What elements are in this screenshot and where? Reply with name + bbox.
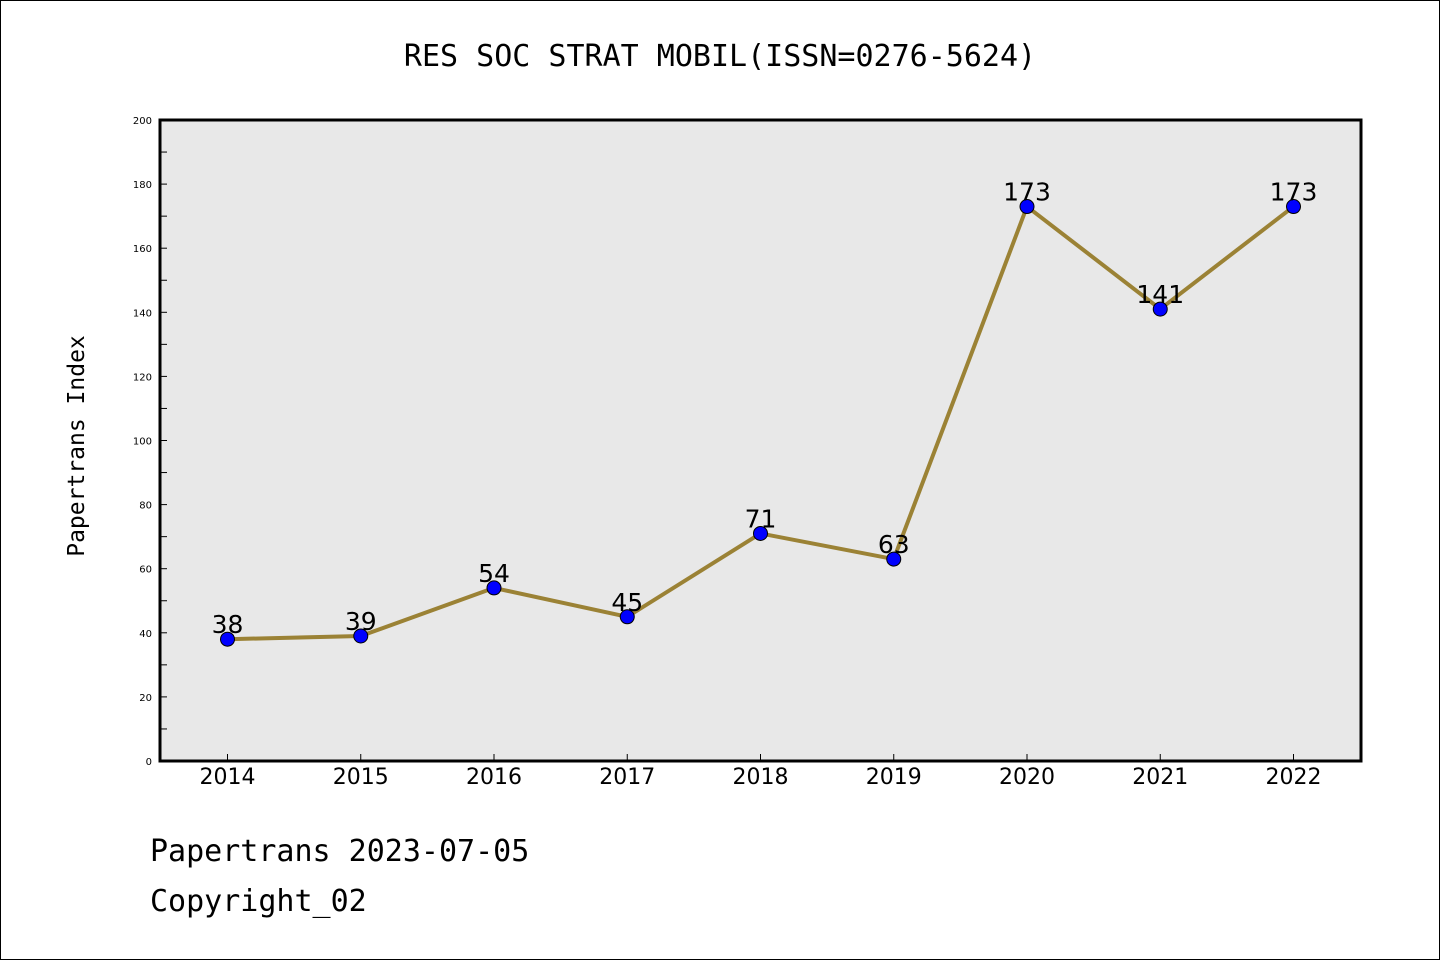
data-point (1152, 301, 1168, 317)
data-point (886, 551, 902, 567)
footer-copyright: Copyright_02 (150, 884, 367, 919)
y-tick-label: 180 (133, 180, 152, 191)
y-axis: 0 20 40 60 80 100 120 140 160 180 200 (133, 116, 167, 768)
y-tick-label: 20 (139, 693, 152, 704)
data-label: 38 (212, 610, 244, 639)
x-tick-label: 2021 (1132, 765, 1188, 790)
data-label: 63 (878, 530, 910, 559)
y-tick-label: 120 (133, 372, 152, 383)
y-tick-label: 40 (139, 629, 152, 640)
y-tick-label: 60 (139, 565, 152, 576)
data-point (1019, 199, 1035, 215)
x-tick-label: 2020 (999, 765, 1055, 790)
data-point (1286, 199, 1301, 215)
x-tick-label: 2016 (466, 765, 522, 790)
data-point (486, 580, 502, 596)
chart-title: RES SOC STRAT MOBIL(ISSN=0276-5624) (404, 39, 1036, 74)
data-label: 173 (1003, 178, 1051, 207)
data-label: 71 (745, 504, 777, 533)
x-tick-label: 2018 (733, 765, 789, 790)
data-label: 45 (611, 588, 643, 617)
x-tick-label: 2019 (866, 765, 922, 790)
y-tick-label: 160 (133, 244, 152, 255)
x-axis: 2014 2015 2016 2017 2018 2019 2020 2021 2022 (200, 754, 1322, 790)
x-tick-label: 2017 (599, 765, 655, 790)
y-tick-label: 100 (133, 437, 152, 448)
footer-date: Papertrans 2023-07-05 (150, 834, 530, 869)
data-label: 173 (1270, 178, 1318, 207)
plot-area (158, 118, 1363, 763)
y-tick-label: 200 (133, 116, 152, 127)
data-label: 54 (478, 559, 510, 588)
data-point (220, 631, 235, 647)
data-point (753, 525, 768, 541)
y-tick-label: 80 (139, 501, 152, 512)
y-axis-label: Papertrans Index (64, 335, 90, 557)
x-tick-label: 2022 (1266, 765, 1322, 790)
series-papertrans-index (220, 199, 1301, 647)
x-tick-label: 2014 (200, 765, 256, 790)
data-label: 141 (1136, 280, 1184, 309)
y-tick-label: 0 (146, 757, 152, 768)
data-label: 39 (345, 607, 377, 636)
data-labels: 38 39 54 45 71 63 173 141 173 (212, 178, 1318, 640)
y-tick-label: 140 (133, 308, 152, 319)
data-point (619, 609, 635, 625)
x-tick-label: 2015 (333, 765, 389, 790)
data-point (353, 628, 369, 644)
